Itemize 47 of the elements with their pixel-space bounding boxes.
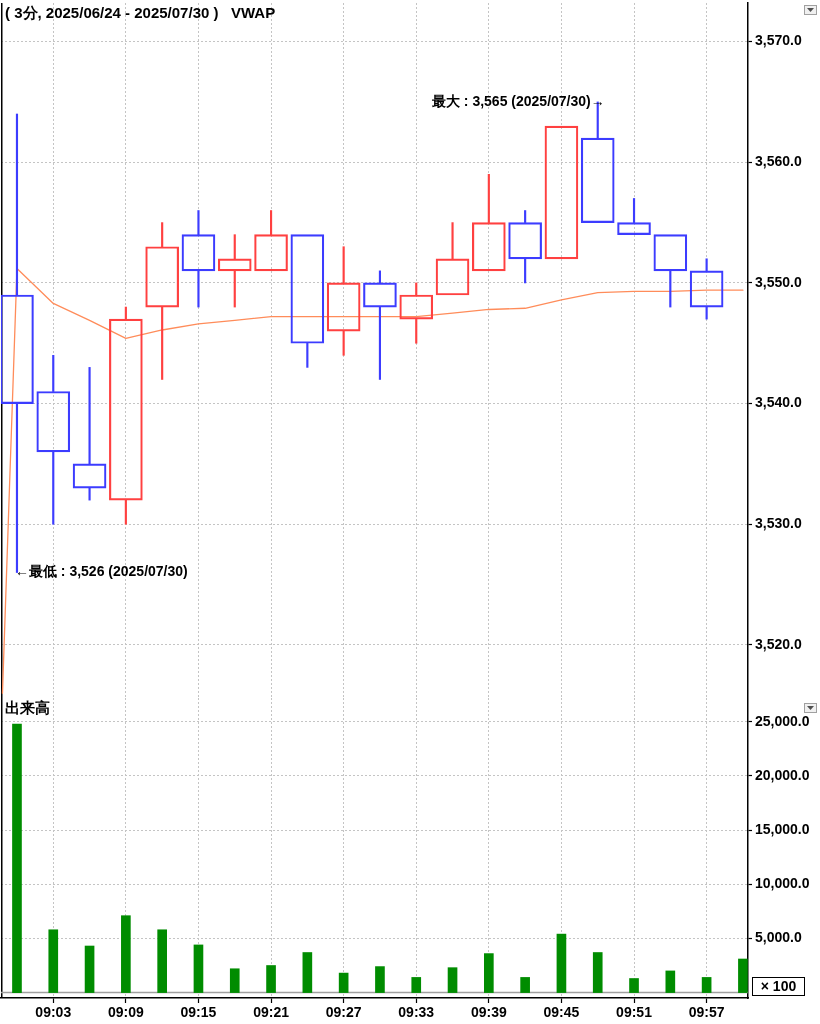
y-tick-label: 5,000.0 — [755, 929, 802, 946]
chart-title: ( 3分, 2025/06/24 - 2025/07/30 ) VWAP — [5, 4, 276, 22]
y-tick-label: 3,560.0 — [755, 153, 802, 170]
annotation: ←最低 : 3,526 (2025/07/30) — [14, 563, 188, 580]
bar — [556, 933, 567, 993]
x-tick-label: 09:57 — [688, 1004, 725, 1021]
x-tick-label: 09:15 — [180, 1004, 217, 1021]
x-tick-label: 09:45 — [543, 1004, 580, 1021]
y-tick-label: 3,570.0 — [755, 32, 802, 49]
x-tick-label: 09:39 — [470, 1004, 507, 1021]
bar — [738, 958, 748, 993]
bar — [229, 968, 240, 993]
bar — [12, 723, 22, 993]
bar — [48, 929, 59, 993]
y-tick-label: 3,550.0 — [755, 273, 802, 290]
x-tick-label: 09:09 — [107, 1004, 144, 1021]
bar — [665, 970, 676, 993]
bar — [193, 944, 204, 993]
bar — [84, 945, 95, 993]
y-tick-label: 3,540.0 — [755, 394, 802, 411]
bar — [375, 966, 385, 993]
bar — [701, 977, 712, 993]
x-tick-label: 09:51 — [616, 1004, 653, 1021]
y-tick-label: 3,530.0 — [755, 515, 802, 532]
bar — [411, 977, 422, 993]
x-tick-label: 09:21 — [253, 1004, 290, 1021]
text: × 100 — [752, 977, 805, 996]
bar — [266, 965, 276, 993]
bar — [157, 929, 167, 993]
chart-title: 出来高 — [5, 699, 50, 717]
x-tick-label: 09:33 — [398, 1004, 435, 1021]
y-tick-label: 20,000.0 — [755, 766, 810, 783]
bar — [484, 953, 494, 993]
bar — [121, 915, 131, 993]
y-tick-label: 3,520.0 — [755, 635, 802, 652]
bar — [629, 978, 639, 993]
bar — [447, 967, 458, 993]
x-tick-label: 09:03 — [35, 1004, 72, 1021]
bar — [302, 952, 313, 993]
bar — [520, 977, 530, 993]
y-tick-label: 15,000.0 — [755, 820, 810, 837]
bar — [338, 972, 349, 993]
bar — [592, 952, 603, 993]
y-tick-label: 10,000.0 — [755, 875, 810, 892]
x-tick-label: 09:27 — [325, 1004, 362, 1021]
annotation: 最大 : 3,565 (2025/07/30)→ — [430, 92, 605, 109]
y-tick-label: 25,000.0 — [755, 712, 810, 729]
